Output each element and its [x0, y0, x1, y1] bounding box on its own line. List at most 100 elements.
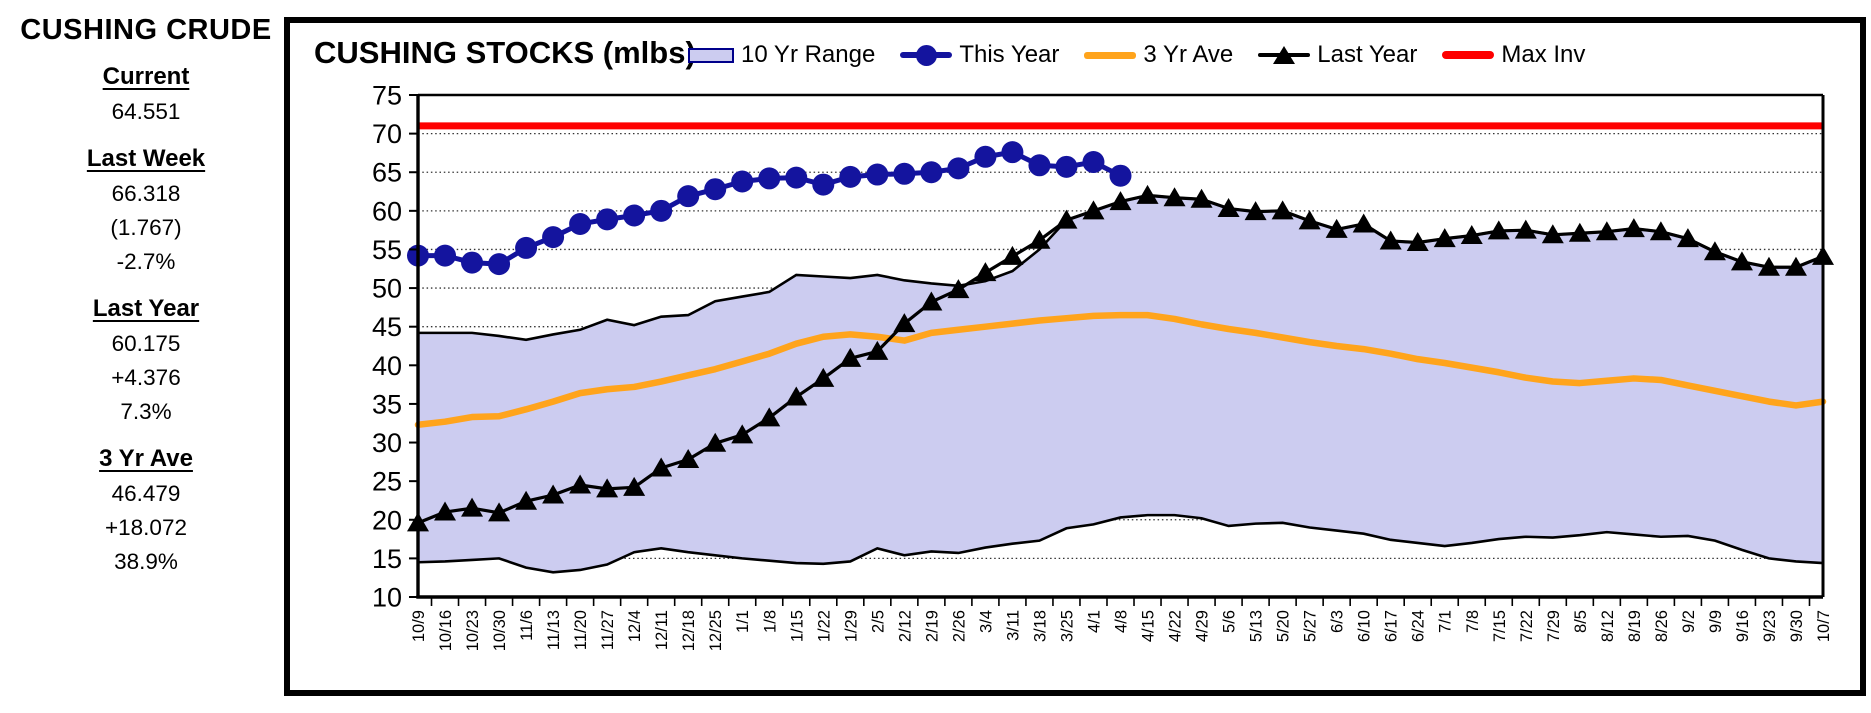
svg-text:10/9: 10/9 — [410, 610, 428, 642]
svg-text:50: 50 — [372, 274, 402, 304]
svg-text:40: 40 — [372, 351, 402, 381]
x-axis-ticks — [430, 597, 1811, 606]
svg-text:9/2: 9/2 — [1680, 610, 1698, 633]
legend-item-this-year: This Year — [900, 41, 1059, 69]
svg-text:35: 35 — [372, 389, 402, 419]
stat-change-pct: 7.3% — [120, 399, 172, 424]
svg-text:10/7: 10/7 — [1815, 610, 1833, 642]
svg-text:6/10: 6/10 — [1356, 610, 1374, 642]
svg-text:25: 25 — [372, 467, 402, 497]
stat-change-pct: 38.9% — [114, 549, 178, 574]
svg-text:1/1: 1/1 — [734, 610, 752, 633]
svg-text:11/20: 11/20 — [572, 610, 590, 650]
svg-text:4/22: 4/22 — [1167, 610, 1185, 642]
svg-text:12/11: 12/11 — [653, 610, 671, 650]
svg-text:3/18: 3/18 — [1031, 610, 1049, 642]
legend-item-3yr-ave: 3 Yr Ave — [1084, 41, 1233, 69]
svg-text:2/26: 2/26 — [950, 610, 968, 642]
svg-text:9/23: 9/23 — [1761, 610, 1779, 642]
svg-text:6/3: 6/3 — [1329, 610, 1347, 633]
svg-text:6/24: 6/24 — [1410, 610, 1428, 642]
svg-text:7/8: 7/8 — [1464, 610, 1482, 633]
line-3yr-ave — [414, 311, 1827, 429]
band-10yr-range — [417, 194, 1824, 574]
stat-value: 64.551 — [111, 99, 181, 124]
svg-text:8/5: 8/5 — [1572, 610, 1590, 633]
legend-label: 10 Yr Range — [741, 41, 876, 68]
svg-text:11/13: 11/13 — [545, 610, 563, 650]
svg-text:6/17: 6/17 — [1383, 610, 1401, 642]
stat-heading: 3 Yr Ave — [99, 445, 193, 472]
svg-text:9/9: 9/9 — [1707, 610, 1725, 633]
stat-change-pct: -2.7% — [116, 249, 176, 274]
svg-text:5/20: 5/20 — [1275, 610, 1293, 642]
svg-text:9/16: 9/16 — [1734, 610, 1752, 642]
stat-change: +4.376 — [111, 365, 181, 390]
line-this-year — [407, 141, 1132, 276]
svg-text:12/4: 12/4 — [626, 610, 644, 642]
svg-text:10/16: 10/16 — [437, 610, 455, 651]
svg-text:7/1: 7/1 — [1437, 610, 1455, 633]
svg-text:5/6: 5/6 — [1221, 610, 1239, 633]
svg-text:20: 20 — [372, 505, 402, 535]
svg-text:10/23: 10/23 — [464, 610, 482, 651]
legend-label: 3 Yr Ave — [1143, 41, 1234, 68]
svg-text:9/30: 9/30 — [1788, 610, 1806, 642]
svg-text:4/8: 4/8 — [1113, 610, 1131, 633]
svg-text:2/12: 2/12 — [896, 610, 914, 642]
svg-text:60: 60 — [372, 196, 402, 226]
svg-text:45: 45 — [372, 312, 402, 342]
svg-text:12/25: 12/25 — [707, 610, 725, 651]
svg-text:7/29: 7/29 — [1545, 610, 1563, 642]
svg-text:2/5: 2/5 — [869, 610, 887, 633]
svg-text:12/18: 12/18 — [680, 610, 698, 651]
y-axis-labels: 10 15 20 25 30 35 40 45 50 55 60 65 70 75 — [372, 81, 402, 613]
stat-change: +18.072 — [105, 515, 187, 540]
chart-panel: 10 15 20 25 30 35 40 45 50 55 60 65 70 75 10/9 10/16 10/… — [284, 17, 1866, 696]
svg-text:30: 30 — [372, 428, 402, 458]
svg-text:3/25: 3/25 — [1058, 610, 1076, 642]
svg-text:7/15: 7/15 — [1491, 610, 1509, 642]
svg-text:1/29: 1/29 — [842, 610, 860, 642]
svg-text:4/15: 4/15 — [1140, 610, 1158, 642]
line-circle-swatch-icon — [900, 44, 953, 66]
svg-text:8/12: 8/12 — [1599, 610, 1617, 642]
stat-heading: Last Week — [86, 145, 206, 172]
svg-text:2/19: 2/19 — [923, 610, 941, 642]
stat-change: (1.767) — [110, 215, 182, 240]
svg-text:55: 55 — [372, 235, 402, 265]
line-last-year — [407, 184, 1834, 532]
svg-text:8/26: 8/26 — [1653, 610, 1671, 642]
x-axis-labels: 10/9 10/16 10/23 10/30 11/6 11/13 11/20 11/27 12… — [410, 610, 1833, 651]
svg-text:4/29: 4/29 — [1194, 610, 1212, 642]
svg-text:1/15: 1/15 — [788, 610, 806, 642]
svg-text:7/22: 7/22 — [1518, 610, 1536, 642]
legend-item-10yr-range: 10 Yr Range — [688, 41, 875, 69]
stat-heading: Current — [102, 63, 190, 90]
svg-text:15: 15 — [372, 544, 402, 574]
svg-text:70: 70 — [372, 119, 402, 149]
stat-section-last-week: Last Week 66.318 (1.767) -2.7% — [0, 145, 292, 279]
svg-text:11/27: 11/27 — [599, 610, 617, 650]
svg-text:75: 75 — [372, 81, 402, 111]
line-swatch-icon — [1442, 51, 1495, 59]
svg-text:10/30: 10/30 — [491, 610, 509, 651]
stat-value: 66.318 — [111, 181, 181, 206]
svg-text:1/8: 1/8 — [761, 610, 779, 633]
legend-item-max-inv: Max Inv — [1442, 41, 1585, 69]
stat-value: 46.479 — [111, 481, 181, 506]
y-axis-ticks — [409, 94, 418, 598]
legend-label: Max Inv — [1501, 41, 1586, 68]
stat-value: 60.175 — [111, 331, 181, 356]
svg-text:8/19: 8/19 — [1626, 610, 1644, 642]
legend-item-last-year: Last Year — [1258, 41, 1417, 69]
svg-text:3/11: 3/11 — [1004, 610, 1022, 641]
line-swatch-icon — [1084, 51, 1137, 59]
svg-text:10: 10 — [372, 583, 402, 613]
cushing-crude-title: CUSHING CRUDE — [20, 14, 272, 46]
line-triangle-swatch-icon — [1258, 46, 1311, 64]
stat-section-last-year: Last Year 60.175 +4.376 7.3% — [0, 295, 292, 429]
svg-text:5/27: 5/27 — [1302, 610, 1320, 642]
stat-heading: Last Year — [92, 295, 200, 322]
